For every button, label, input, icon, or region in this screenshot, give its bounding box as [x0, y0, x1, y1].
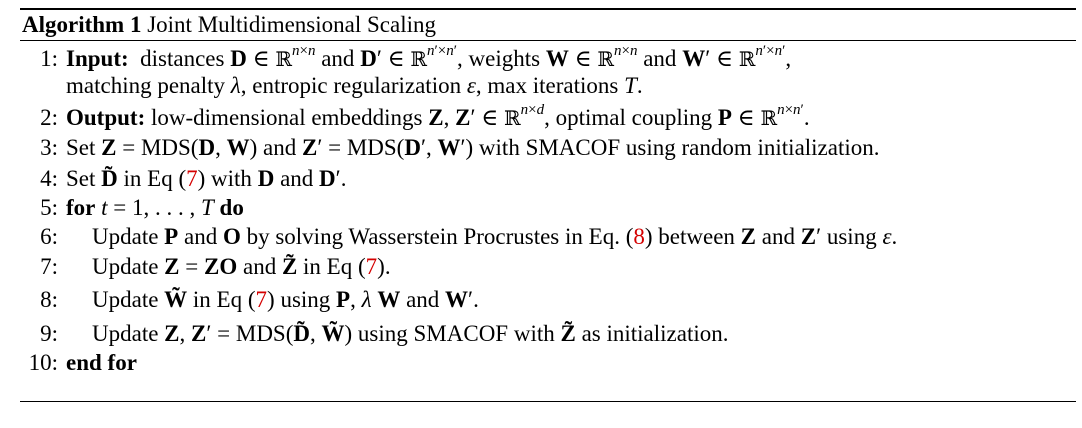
algorithm-caption: Algorithm 1 Joint Multidimensional Scali…: [20, 10, 1076, 40]
bottom-rule: [20, 401, 1076, 402]
line-body: Set D̃ in Eq (7) with D and D′.: [66, 166, 347, 191]
caption-rule: [20, 40, 1076, 41]
algorithm-label: Algorithm 1: [22, 12, 142, 37]
line-body: Update W̃ in Eq (7) using P, λ W and W′.: [92, 287, 479, 312]
line-body: end for: [66, 350, 137, 375]
line-body: Set Z = MDS(D, W) and Z′ = MDS(D′, W′) w…: [66, 135, 880, 160]
line-number: 8:: [40, 287, 58, 312]
algorithm-block: Algorithm 1 Joint Multidimensional Scali…: [20, 8, 1076, 375]
keyword-input: Input:: [66, 46, 129, 71]
algorithm-title: Joint Multidimensional Scaling: [147, 12, 436, 37]
line-body: Update Z, Z′ = MDS(D̃, W̃) using SMACOF …: [92, 321, 729, 346]
line-number: 10:: [28, 350, 58, 375]
line-body: Update Z = ZO and Z̃ in Eq (7).: [92, 254, 391, 279]
line-body: Output: low-dimensional embeddings Z, Z′…: [66, 102, 810, 130]
line-number: 9:: [40, 321, 58, 346]
line-body: for t = 1, . . . , T do: [66, 195, 244, 220]
line-number: 2:: [40, 105, 58, 130]
line-body: Update P and O by solving Wasserstein Pr…: [92, 224, 898, 249]
line-number: 1:: [40, 46, 58, 71]
line-number: 7:: [40, 254, 58, 279]
equation-ref-7[interactable]: 7: [255, 287, 268, 312]
line-number: 3:: [40, 135, 58, 160]
line-body: Input: distances D ∈ ℝn×n and D′ ∈ ℝn′×n…: [66, 43, 792, 71]
equation-ref-8[interactable]: 8: [633, 224, 645, 249]
keyword-output: Output:: [66, 105, 146, 130]
equation-ref-7[interactable]: 7: [186, 166, 198, 191]
line-body-continued: matching penalty λ, entropic regularizat…: [66, 73, 643, 98]
line-number: 5:: [40, 195, 58, 220]
top-rule: [20, 8, 1076, 10]
line-number: 4:: [40, 166, 58, 191]
equation-ref-7[interactable]: 7: [365, 254, 378, 279]
line-number: 6:: [40, 224, 58, 249]
